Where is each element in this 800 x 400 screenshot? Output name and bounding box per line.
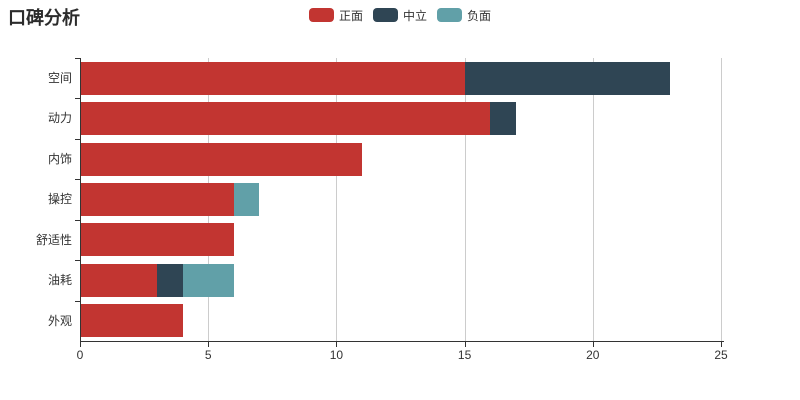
- category-label: 操控: [47, 192, 72, 207]
- bar-segment-series-1[interactable]: [464, 61, 670, 95]
- x-axis-label: 0: [76, 348, 84, 362]
- category-label: 舒适性: [35, 232, 72, 247]
- x-axis-tick: [721, 342, 722, 347]
- y-axis-tick: [75, 300, 80, 302]
- bar-segment-series-0[interactable]: [80, 183, 234, 216]
- y-axis-tick: [75, 98, 80, 100]
- chart-title: 口碑分析: [8, 8, 80, 28]
- bar-segment-series-0[interactable]: [80, 102, 491, 136]
- bar-segment-series-0[interactable]: [80, 142, 363, 176]
- x-axis-label: 5: [204, 348, 212, 362]
- x-axis-line: [80, 341, 724, 342]
- x-axis-label: 25: [714, 348, 728, 362]
- legend-label: 负面: [467, 8, 492, 23]
- gridline: [336, 58, 338, 341]
- y-axis-tick: [75, 138, 80, 140]
- x-axis-label: 15: [457, 348, 472, 362]
- category-label: 外观: [47, 313, 72, 328]
- bar-segment-series-0[interactable]: [80, 304, 183, 338]
- category-label: 油耗: [47, 273, 72, 288]
- bar-segment-series-0[interactable]: [80, 223, 234, 257]
- gridline: [721, 58, 722, 341]
- legend-item-0[interactable]: 正面: [308, 7, 363, 24]
- category-label: 内饰: [47, 151, 72, 166]
- legend-swatch-icon: [372, 8, 398, 22]
- legend-label: 正面: [338, 8, 363, 23]
- legend-swatch-icon: [308, 8, 334, 22]
- category-label: 动力: [47, 111, 72, 126]
- gridline: [464, 58, 466, 341]
- category-label: 空间: [47, 71, 72, 85]
- y-axis-tick: [75, 219, 80, 221]
- legend-item-1[interactable]: 中立: [372, 7, 427, 24]
- legend-item-2[interactable]: 负面: [437, 7, 491, 24]
- legend-swatch-icon: [437, 8, 462, 22]
- legend: 正面 中立 负面: [0, 7, 800, 23]
- bar-segment-series-1[interactable]: [156, 263, 183, 297]
- y-axis-tick: [75, 260, 80, 262]
- y-axis-tick: [75, 58, 80, 59]
- x-axis-label: 10: [329, 348, 344, 362]
- y-axis-line: [80, 58, 81, 341]
- y-axis-tick: [75, 179, 80, 181]
- x-axis-label: 20: [586, 348, 600, 362]
- x-axis-tick: [592, 342, 594, 347]
- x-axis-tick: [208, 342, 210, 347]
- bar-segment-series-0[interactable]: [80, 263, 157, 297]
- bar-segment-series-2[interactable]: [233, 183, 260, 216]
- x-axis-tick: [464, 342, 466, 347]
- x-axis-tick: [336, 342, 338, 347]
- bar-segment-series-2[interactable]: [182, 263, 234, 297]
- bar-segment-series-0[interactable]: [80, 61, 465, 95]
- bar-segment-series-1[interactable]: [490, 102, 516, 136]
- x-axis-tick: [80, 342, 81, 347]
- gridline: [592, 58, 594, 341]
- legend-label: 中立: [402, 8, 427, 23]
